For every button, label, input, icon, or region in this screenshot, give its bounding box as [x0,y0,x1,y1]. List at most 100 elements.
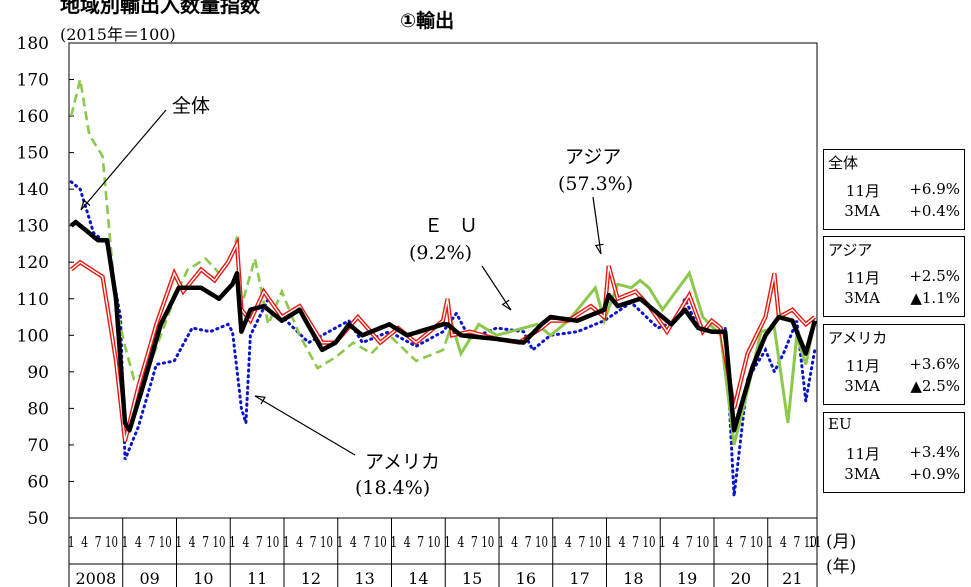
y-tick-label: 140 [17,180,49,200]
month-tick-label: 10 [320,533,333,551]
month-tick-label: 10 [374,533,387,551]
y-axis-unit: (2015年＝100) [60,25,176,44]
month-tick-label: 1 [498,533,505,551]
chart-title: 地域別輸出入数量指数 [60,0,260,17]
month-tick-label: 1 [605,533,612,551]
annotation-america-arrow [254,395,356,456]
summary-row-value: +0.4% [909,202,960,220]
month-tick-label: 1 [766,533,773,551]
summary-box-total: 全体 11月 +6.9% 3MA +0.4% [823,149,965,230]
month-tick-label: 1 [175,533,182,551]
series-total-line [69,219,817,433]
summary-row-value: +3.6% [909,355,960,373]
summary-box-name: アジア [828,241,873,259]
month-tick-label: 7 [793,533,800,551]
month-tick-label: 1 [444,533,451,551]
y-tick-label: 60 [27,472,49,492]
month-tick-label: 4 [457,533,464,551]
series-asia-line [69,236,817,442]
summary-box-name: アメリカ [828,329,888,347]
year-label: 09 [139,569,159,587]
annotation-asia-label: アジア [565,146,621,168]
month-tick-label: 1 [121,533,128,551]
summary-row-value: +0.9% [909,465,960,483]
summary-row-label: 3MA [844,465,880,483]
y-tick-label: 80 [27,399,49,419]
year-label: 2008 [76,569,117,587]
month-tick-label: 10 [804,533,817,551]
summary-row-label: 3MA [844,377,880,395]
annotation-america-arrow-head [254,395,266,405]
annotation-asia-share: (57.3%) [558,173,633,195]
summary-box-name: EU [828,415,852,433]
summary-row-value: ▲2.5% [910,377,960,395]
month-tick-label: 7 [471,533,478,551]
summary-box-name: 全体 [828,154,859,172]
y-tick-label: 150 [17,144,49,164]
month-tick-label: 7 [578,533,585,551]
month-tick-label: 1 [713,533,720,551]
month-tick-label: 7 [417,533,424,551]
annotation-eu-arrow-head [501,299,512,311]
month-tick-label: 4 [350,533,357,551]
year-label: 14 [408,569,428,587]
month-tick-label: 4 [619,533,626,551]
annotation-total-label: 全体 [172,95,210,117]
annotation-america-label: アメリカ [365,451,440,473]
year-label: 10 [193,569,213,587]
month-tick-label: 1 [390,533,397,551]
y-tick-label: 110 [17,290,49,310]
y-tick-label: 90 [27,363,49,383]
year-label: 21 [782,569,802,587]
month-tick-label: 7 [148,533,155,551]
year-label: 16 [516,569,536,587]
month-tick-label: 7 [632,533,639,551]
month-tick-label: 4 [672,533,679,551]
y-tick-label: 130 [17,217,49,237]
series-asia-line-inner [70,241,816,442]
month-tick-label: 7 [363,533,370,551]
month-tick-label: 4 [189,533,196,551]
annotation-eu-share: (9.2%) [409,242,472,264]
month-tick-label: 10 [589,533,602,551]
month-tick-label: 7 [686,533,693,551]
x-unit-year: (年) [826,557,856,577]
month-tick-label: 10 [428,533,441,551]
month-tick-label: 1 [229,533,236,551]
month-tick-label: 7 [202,533,209,551]
summary-row-label: 11月 [845,445,880,463]
month-tick-label: 10 [105,533,118,551]
month-tick-label: 1 [68,533,75,551]
month-tick-label: 1 [283,533,290,551]
month-tick-label: 10 [159,533,172,551]
month-tick-label: 4 [296,533,303,551]
month-tick-label: 10 [696,533,709,551]
month-tick-label: 7 [525,533,532,551]
month-tick-label: 11 [808,533,821,551]
year-label: 17 [569,569,589,587]
annotation-total-arrow [80,109,167,211]
year-label: 13 [354,569,374,587]
annotation-eu-arrow [481,265,512,311]
month-tick-label: 10 [643,533,656,551]
y-tick-label: 170 [17,71,49,91]
annotation-asia-arrow-head [594,243,604,255]
summary-row-value: ▲1.1% [910,289,960,307]
month-tick-label: 7 [310,533,317,551]
month-tick-label: 10 [213,533,226,551]
year-label: 20 [731,569,751,587]
month-tick-label: 4 [404,533,411,551]
year-label: 11 [247,569,267,587]
month-tick-label: 4 [242,533,249,551]
x-unit-month: (月) [826,532,856,552]
summary-box-eu: EU 11月 +3.4% 3MA +0.9% [823,412,965,493]
summary-row-label: 11月 [845,182,880,200]
month-tick-label: 7 [256,533,263,551]
annotation-america-share: (18.4%) [355,477,430,499]
month-tick-label: 1 [336,533,343,551]
summary-row-label: 11月 [845,269,880,287]
month-tick-label: 1 [551,533,558,551]
month-tick-label: 4 [81,533,88,551]
month-tick-label: 10 [266,533,279,551]
